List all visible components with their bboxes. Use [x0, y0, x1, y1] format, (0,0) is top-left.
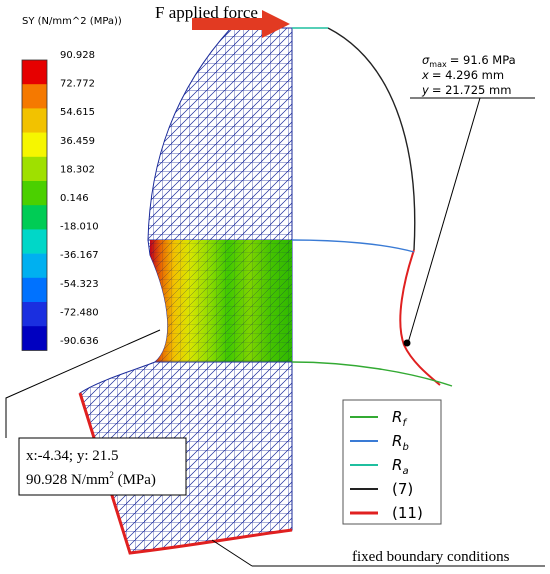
- colorbar-band: [22, 156, 47, 182]
- colorbar-band: [22, 302, 47, 327]
- curve-legend-label: (7): [392, 480, 413, 498]
- colorbar-level-label: 90.928: [60, 50, 95, 61]
- colorbar-level-label: 72.772: [60, 79, 95, 90]
- probe-coords: x:-4.34; y: 21.5: [26, 448, 119, 464]
- colorbar-level-label: -36.167: [60, 250, 99, 261]
- max-stress-y: y = 21.725 mm: [421, 83, 511, 97]
- colorbar-band: [22, 229, 47, 254]
- probe-value: 90.928 N/mm2 (MPa): [26, 470, 156, 488]
- colorbar-band: [22, 84, 47, 109]
- curve-legend-label: (11): [392, 504, 423, 522]
- colorbar-level-label: -54.323: [60, 279, 99, 290]
- colorbar-title: SY (N/mm^2 (MPa)): [22, 16, 122, 27]
- curve-legend-label: Rb: [392, 432, 409, 453]
- curve-legend-label: Rf: [392, 408, 407, 429]
- curve-legend-box: [342, 399, 442, 525]
- colorbar-level-label: -90.636: [60, 336, 99, 347]
- colorbar-border: [21, 59, 48, 351]
- curve-legend: Rf Rb Ra (7) (11): [350, 408, 423, 522]
- curve-7-black: [327, 27, 416, 251]
- colorbar-band: [22, 132, 47, 158]
- max-stress-sigma: σmax = 91.6 MPa: [422, 53, 516, 69]
- mesh-tooth-region: [147, 27, 293, 241]
- colorbar-band: [22, 277, 47, 303]
- force-label: F applied force: [155, 3, 258, 22]
- colorbar-level-label: -72.480: [60, 307, 99, 318]
- max-stress-point: [403, 339, 411, 347]
- colorbar-band: [22, 60, 47, 85]
- colorbar-band: [22, 326, 47, 351]
- curve-rb: [291, 239, 415, 253]
- curve-legend-label: Ra: [392, 456, 409, 477]
- fixed-boundary-line: [78, 392, 293, 555]
- colorbar-level-label: -18.010: [60, 222, 99, 233]
- max-stress-leader: [407, 97, 481, 344]
- force-arrow-icon: [192, 10, 290, 38]
- curve-11-red: [399, 249, 441, 386]
- stress-contour: [150, 240, 292, 362]
- colorbar-level-label: 0.146: [60, 193, 89, 204]
- colorbar-band: [22, 181, 47, 206]
- colorbar-level-label: 36.459: [60, 136, 95, 147]
- colorbar-level-label: 18.302: [60, 164, 95, 175]
- colorbar-band: [22, 205, 47, 230]
- probe-box: [18, 437, 187, 496]
- fixed-boundary-label: fixed boundary conditions: [352, 549, 510, 565]
- max-stress-x: x = 4.296 mm: [421, 68, 504, 82]
- colorbar: 90.928 72.772 54.615 36.459 18.302 0.146 -18.0…: [21, 50, 99, 351]
- colorbar-band: [22, 253, 47, 279]
- probe-leader: [5, 329, 161, 438]
- colorbar-band: [22, 108, 47, 133]
- curve-rf: [291, 361, 453, 387]
- fixed-boundary-leader: [211, 539, 253, 567]
- colorbar-level-label: 54.615: [60, 107, 95, 118]
